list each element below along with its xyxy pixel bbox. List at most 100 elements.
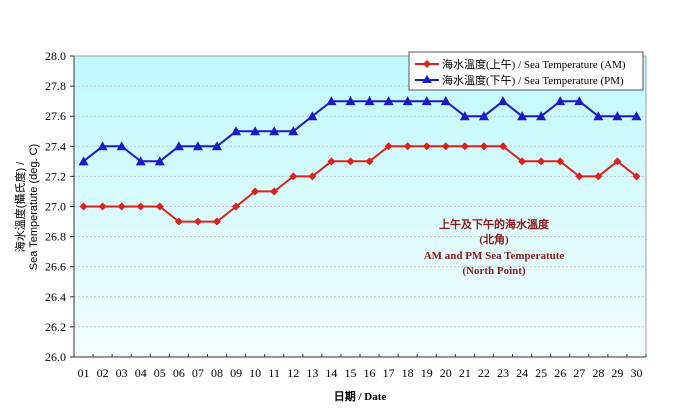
legend: 海水溫度(上午) / Sea Temperature (AM) 海水溫度(下午)… [408,51,644,91]
x-tick-label: 04 [135,366,147,380]
x-tick-label: 07 [192,366,204,380]
diamond-marker-icon [423,60,431,68]
y-tick-label: 26.4 [45,290,66,304]
x-tick-label: 06 [173,366,185,380]
diamond-marker-icon [117,202,126,211]
x-tick-label: 21 [459,366,471,380]
annotation-line4: (North Point) [462,265,526,277]
diamond-marker-icon [346,157,355,166]
triangle-marker-icon [231,126,242,136]
diamond-marker-icon [460,142,469,151]
diamond-marker-icon [613,157,622,166]
y-tick-label: 26.2 [45,320,66,334]
triangle-marker-icon [288,126,299,136]
series-pm [78,96,642,166]
annotation: 上午及下午的海水溫度 (北角) AM and PM Sea Temperatut… [424,217,565,277]
triangle-marker-icon [326,96,337,106]
x-tick-label: 28 [592,366,604,380]
diamond-marker-icon [232,202,241,211]
x-tick-label: 05 [154,366,166,380]
diamond-marker-icon [174,217,183,226]
annotation-line2: (北角) [479,232,509,246]
diamond-marker-icon [270,187,279,196]
x-tick-label: 14 [325,366,337,380]
y-axis-title-line2: Sea Temperatute (deg. C) [28,144,40,270]
y-tick-label: 27.2 [45,169,66,183]
triangle-marker-icon [212,141,222,151]
triangle-marker-icon [269,126,280,136]
diamond-marker-icon [289,172,298,181]
legend-label-am: 海水溫度(上午) / Sea Temperature (AM) [442,57,626,71]
x-tick-label: 23 [497,366,509,380]
triangle-marker-icon [555,96,566,106]
diamond-marker-icon [556,157,565,166]
diamond-marker-icon [79,202,88,211]
triangle-marker-icon [574,96,585,106]
diamond-marker-icon [632,172,641,181]
x-axis-title: 日期 / Date [334,389,387,403]
diamond-marker-icon [193,217,202,226]
x-tick-label: 29 [611,366,623,380]
x-tick-label: 01 [78,366,90,380]
triangle-marker-icon [345,96,356,106]
triangle-marker-icon [593,111,604,121]
x-tick-label: 25 [535,366,547,380]
triangle-marker-icon [307,111,318,121]
diamond-marker-icon [308,172,317,181]
diamond-marker-icon [136,202,145,211]
x-tick-label: 15 [344,366,356,380]
triangle-marker-icon [517,111,528,121]
x-tick-label: 11 [268,366,280,380]
triangle-marker-icon [631,111,642,121]
x-tick-label: 02 [97,366,109,380]
y-axis-title-line1: 海水溫度(攝氏度) / [13,161,27,252]
y-tick-label: 27.4 [45,139,66,153]
triangle-marker-icon [478,111,489,121]
series-am [79,142,641,226]
y-axis-title: 海水溫度(攝氏度) / Sea Temperatute (deg. C) [13,144,40,270]
triangle-marker-icon [612,111,623,121]
diamond-marker-icon [251,187,260,196]
triangle-marker-icon [154,156,165,166]
y-tick-label: 26.0 [45,350,66,364]
diamond-marker-icon [499,142,507,151]
y-tick-label: 27.6 [45,109,66,123]
x-tick-label: 08 [211,366,223,380]
annotation-line3: AM and PM Sea Temperatute [424,250,565,262]
diamond-marker-icon [537,157,546,166]
diamond-marker-icon [518,157,527,166]
diamond-marker-icon [422,142,431,151]
x-tick-label: 19 [421,366,433,380]
triangle-marker-icon [402,96,413,106]
triangle-marker-icon [536,111,547,121]
triangle-marker-icon [459,111,470,121]
x-tick-label: 17 [383,366,395,380]
diamond-marker-icon [98,202,107,211]
x-tick-label: 03 [116,366,128,380]
legend-label-pm: 海水溫度(下午) / Sea Temperature (PM) [442,73,624,87]
triangle-marker-icon [135,156,146,166]
triangle-marker-icon [97,141,108,151]
y-tick-label: 26.6 [45,260,66,274]
diamond-marker-icon [213,217,221,226]
x-tick-label: 13 [306,366,318,380]
triangle-marker-icon [192,141,203,151]
x-tick-label: 30 [630,366,642,380]
triangle-marker-icon [421,96,432,106]
triangle-marker-icon [78,156,89,166]
diamond-marker-icon [155,202,164,211]
diamond-marker-icon [327,157,336,166]
x-axis-ticks: 01 02 03 04 05 06 07 08 09 10 11 12 13 14 15 16 17 18 19 20… [73,354,647,380]
triangle-marker-icon [383,96,394,106]
y-axis-ticks: 26.0 26.2 26.4 26.6 26.8 27.0 27.2 27.4 27.6 27.8… [45,49,74,364]
x-tick-label: 09 [230,366,242,380]
x-tick-label: 22 [478,366,490,380]
x-tick-label: 24 [516,366,528,380]
x-tick-label: 12 [287,366,299,380]
y-tick-label: 28.0 [45,49,66,63]
x-tick-label: 16 [364,366,376,380]
x-tick-label: 18 [402,366,414,380]
triangle-marker-icon [364,96,375,106]
diamond-marker-icon [384,142,393,151]
